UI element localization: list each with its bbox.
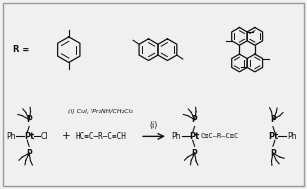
Text: C≡C–R–C≡C: C≡C–R–C≡C [200, 133, 239, 139]
Text: P: P [270, 149, 276, 158]
Text: Ph: Ph [287, 132, 296, 141]
Text: Pt: Pt [24, 132, 34, 141]
Text: Ph: Ph [6, 132, 15, 141]
Text: Pt: Pt [189, 132, 200, 141]
Text: Pt: Pt [268, 132, 278, 141]
Text: P: P [192, 149, 197, 158]
Text: (i): (i) [150, 122, 158, 130]
Text: P: P [192, 115, 197, 124]
Text: HC≡C–R–C≡CH: HC≡C–R–C≡CH [75, 132, 126, 141]
FancyBboxPatch shape [3, 3, 304, 186]
Text: (i) CuI, ⁱPr₂NH/CH₂Cl₂: (i) CuI, ⁱPr₂NH/CH₂Cl₂ [68, 108, 133, 114]
Text: P: P [26, 115, 32, 124]
Text: Cl: Cl [41, 132, 49, 141]
Text: P: P [26, 149, 32, 158]
Text: R =: R = [13, 45, 30, 54]
Text: +: + [61, 131, 70, 141]
Text: Ph: Ph [171, 132, 181, 141]
Text: P: P [270, 115, 276, 124]
